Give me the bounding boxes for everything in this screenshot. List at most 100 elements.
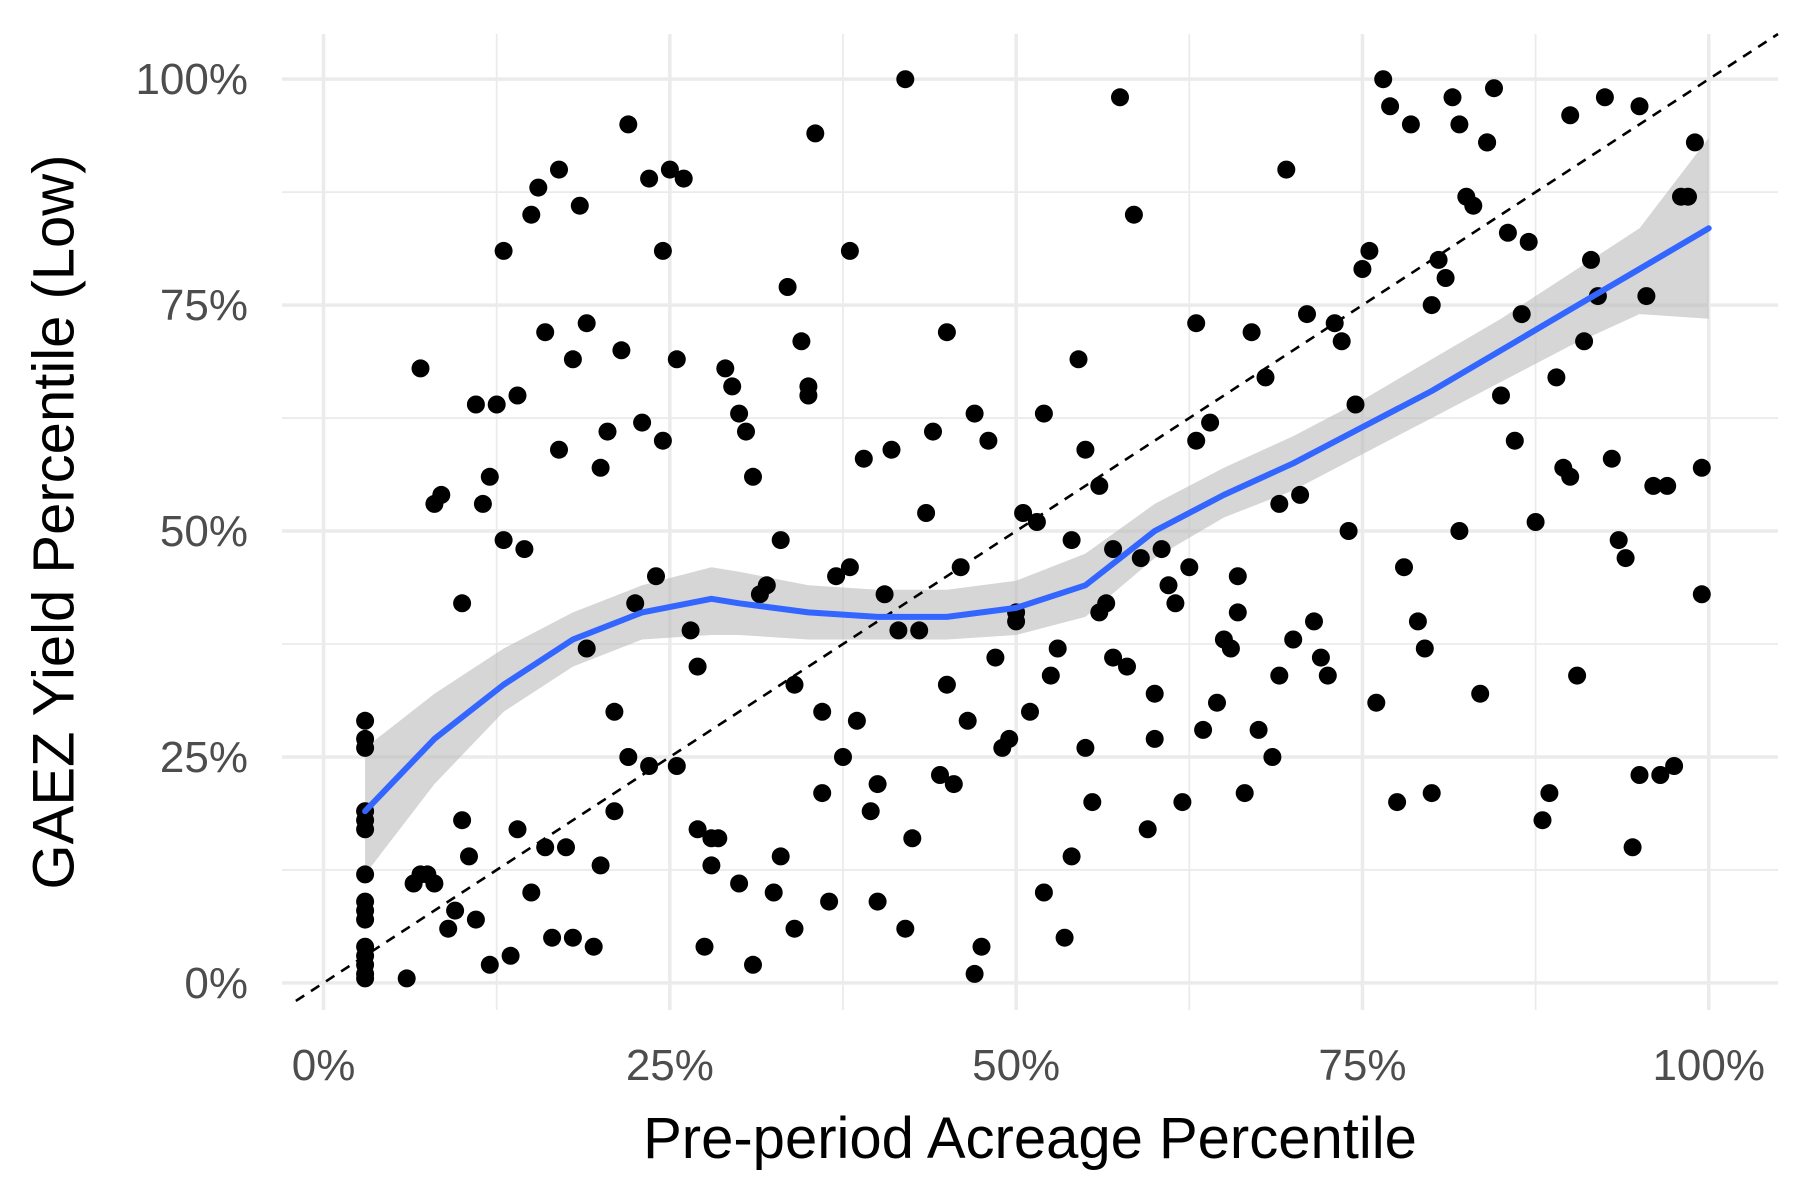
data-point (1436, 269, 1455, 287)
data-point (425, 874, 444, 893)
data-point (1498, 223, 1517, 242)
data-point (1076, 738, 1095, 757)
data-point (979, 431, 998, 450)
data-point (591, 458, 610, 477)
data-point (1104, 648, 1123, 667)
data-point (827, 567, 846, 586)
data-point (1062, 847, 1081, 866)
data-point (466, 910, 485, 929)
data-point (1318, 666, 1337, 685)
x-tick-label: 100% (1652, 1041, 1765, 1090)
data-point (570, 196, 589, 215)
data-point (1651, 766, 1670, 784)
data-point (1665, 757, 1684, 775)
data-point (882, 440, 901, 459)
y-axis-title: GAEZ Yield Percentile (Low) (21, 155, 86, 890)
x-axis-title: Pre-period Acreage Percentile (643, 1106, 1417, 1171)
data-point (1644, 476, 1663, 495)
data-point (674, 169, 693, 188)
data-point (557, 838, 575, 857)
data-point (1401, 115, 1420, 134)
data-point (1595, 88, 1614, 107)
data-point (771, 847, 790, 866)
data-point (529, 178, 548, 197)
data-point (695, 937, 714, 956)
data-point (1360, 241, 1379, 260)
data-point (1630, 97, 1649, 116)
data-point (1561, 106, 1580, 125)
data-point (577, 314, 596, 333)
x-tick-label: 75% (1318, 1041, 1406, 1090)
data-point (1346, 395, 1365, 414)
data-point (965, 404, 984, 423)
data-point (460, 847, 478, 866)
data-point (813, 784, 832, 803)
data-point (1242, 323, 1261, 342)
data-point (1575, 332, 1594, 351)
data-point (1097, 594, 1116, 613)
data-point (1568, 666, 1587, 685)
data-point (1623, 838, 1642, 857)
data-point (688, 820, 707, 839)
data-point (1388, 793, 1407, 812)
data-point (1145, 729, 1164, 748)
data-point (1339, 522, 1358, 540)
data-point (1034, 883, 1053, 902)
data-point (1561, 467, 1580, 486)
data-point (1471, 684, 1490, 703)
data-point (550, 440, 568, 459)
data-point (1270, 666, 1289, 685)
data-point (432, 485, 451, 504)
data-point (667, 350, 686, 369)
data-point (550, 160, 568, 179)
y-tick-label: 100% (135, 55, 248, 104)
data-point (792, 332, 811, 351)
data-point (1014, 504, 1033, 522)
data-point (702, 856, 721, 875)
data-point (619, 748, 638, 766)
data-point (1041, 666, 1060, 685)
data-point (563, 928, 582, 947)
data-point (854, 449, 873, 468)
data-point (1235, 784, 1254, 803)
data-point (1422, 296, 1441, 315)
y-tick-label: 50% (160, 507, 248, 556)
data-point (640, 169, 659, 188)
points-layer (356, 70, 1711, 988)
data-point (1228, 567, 1247, 586)
data-point (1138, 820, 1157, 839)
data-point (1180, 558, 1199, 577)
data-point (1367, 693, 1386, 712)
smooth-line-layer (362, 225, 1712, 815)
data-point (1048, 639, 1067, 658)
grid-layer (282, 34, 1778, 1010)
data-point (1111, 88, 1129, 107)
data-point (1602, 449, 1621, 468)
data-point (1609, 531, 1628, 550)
data-point (937, 323, 956, 342)
tick-labels-layer: 0% 25% 50% 75% 100% 0% 25% 50% 75% 100% (135, 55, 1765, 1090)
data-point (910, 621, 929, 640)
data-point (619, 115, 638, 134)
data-point (730, 404, 749, 423)
data-point (667, 757, 686, 775)
data-point (840, 558, 859, 577)
data-point (1408, 612, 1427, 631)
data-point (1000, 729, 1019, 748)
data-point (453, 594, 472, 613)
data-point (868, 775, 887, 794)
data-point (785, 919, 804, 938)
data-point (896, 70, 915, 89)
data-point (605, 802, 624, 821)
data-point (591, 856, 610, 875)
data-point (1630, 766, 1649, 784)
data-point (896, 919, 915, 938)
data-point (986, 648, 1005, 667)
data-point (875, 585, 894, 604)
data-point (1194, 720, 1213, 739)
data-point (924, 422, 942, 441)
data-point (494, 531, 513, 550)
data-point (944, 775, 963, 794)
data-point (723, 377, 742, 396)
data-point (1187, 431, 1206, 450)
